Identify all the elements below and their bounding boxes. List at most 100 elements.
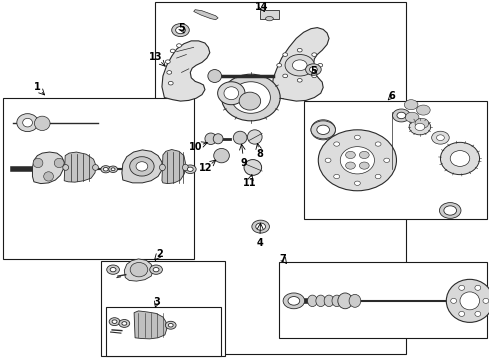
Ellipse shape: [233, 131, 247, 144]
Ellipse shape: [33, 158, 43, 168]
Ellipse shape: [168, 81, 173, 85]
Ellipse shape: [332, 295, 342, 307]
Text: 7: 7: [280, 254, 287, 264]
Ellipse shape: [338, 293, 352, 309]
Ellipse shape: [150, 265, 162, 274]
Ellipse shape: [277, 63, 282, 67]
Ellipse shape: [231, 82, 270, 113]
Bar: [3, 98, 194, 259]
Ellipse shape: [318, 63, 323, 67]
Ellipse shape: [416, 105, 430, 115]
Ellipse shape: [459, 311, 465, 316]
Ellipse shape: [266, 17, 273, 21]
Ellipse shape: [312, 53, 317, 57]
Polygon shape: [124, 259, 153, 281]
Ellipse shape: [446, 279, 490, 322]
Ellipse shape: [244, 159, 262, 175]
Ellipse shape: [208, 69, 221, 82]
Ellipse shape: [17, 114, 38, 132]
Ellipse shape: [475, 285, 481, 290]
Ellipse shape: [54, 158, 64, 168]
Polygon shape: [162, 149, 185, 184]
Ellipse shape: [334, 142, 340, 146]
Ellipse shape: [172, 24, 189, 37]
Ellipse shape: [354, 135, 360, 139]
Ellipse shape: [23, 118, 32, 127]
Text: 6: 6: [388, 91, 395, 102]
Ellipse shape: [316, 295, 326, 307]
Ellipse shape: [130, 262, 148, 277]
Ellipse shape: [308, 295, 318, 307]
Ellipse shape: [224, 87, 239, 100]
Text: 4: 4: [256, 238, 263, 248]
Ellipse shape: [404, 100, 418, 110]
Ellipse shape: [283, 293, 305, 309]
Ellipse shape: [317, 125, 330, 135]
Bar: [106, 307, 220, 356]
Polygon shape: [272, 28, 329, 101]
Ellipse shape: [214, 148, 229, 163]
Ellipse shape: [460, 292, 480, 310]
Ellipse shape: [432, 131, 449, 144]
Ellipse shape: [63, 165, 69, 170]
Ellipse shape: [384, 158, 390, 162]
Ellipse shape: [349, 294, 361, 307]
Polygon shape: [64, 152, 96, 182]
Ellipse shape: [306, 64, 321, 75]
Bar: [101, 261, 225, 356]
Text: 11: 11: [243, 177, 257, 188]
Ellipse shape: [325, 158, 331, 162]
Ellipse shape: [187, 167, 193, 171]
Ellipse shape: [375, 142, 381, 146]
Bar: [279, 262, 487, 338]
Ellipse shape: [247, 130, 262, 144]
Ellipse shape: [475, 311, 481, 316]
Ellipse shape: [340, 147, 374, 174]
Text: 12: 12: [199, 163, 213, 173]
Ellipse shape: [213, 134, 223, 144]
Ellipse shape: [252, 220, 270, 233]
Ellipse shape: [483, 298, 489, 303]
Ellipse shape: [218, 82, 245, 105]
Ellipse shape: [392, 109, 410, 122]
Ellipse shape: [175, 27, 185, 34]
Ellipse shape: [283, 53, 288, 57]
Ellipse shape: [324, 295, 334, 307]
Ellipse shape: [168, 323, 173, 327]
Ellipse shape: [312, 74, 317, 78]
Text: 8: 8: [256, 149, 263, 159]
Ellipse shape: [205, 133, 217, 144]
Ellipse shape: [93, 165, 98, 170]
Ellipse shape: [345, 162, 355, 169]
Polygon shape: [194, 10, 218, 20]
Text: 13: 13: [149, 52, 163, 62]
Ellipse shape: [44, 172, 53, 181]
Ellipse shape: [444, 206, 457, 215]
Ellipse shape: [130, 157, 154, 176]
Ellipse shape: [159, 164, 165, 171]
Ellipse shape: [334, 174, 340, 179]
Ellipse shape: [310, 67, 318, 72]
Polygon shape: [134, 311, 167, 339]
Ellipse shape: [184, 165, 196, 174]
Ellipse shape: [136, 162, 148, 171]
Bar: [155, 3, 406, 354]
Ellipse shape: [256, 223, 266, 230]
Ellipse shape: [359, 162, 369, 169]
Ellipse shape: [182, 164, 188, 171]
Ellipse shape: [345, 151, 355, 158]
Text: 1: 1: [34, 82, 41, 93]
Ellipse shape: [415, 118, 429, 129]
Ellipse shape: [109, 318, 120, 325]
Ellipse shape: [359, 151, 369, 158]
Ellipse shape: [176, 44, 181, 47]
Ellipse shape: [34, 116, 50, 131]
Ellipse shape: [112, 320, 117, 323]
Text: 10: 10: [190, 141, 203, 152]
Ellipse shape: [405, 112, 419, 122]
Ellipse shape: [311, 120, 335, 140]
Ellipse shape: [409, 119, 431, 135]
Ellipse shape: [293, 60, 307, 71]
Ellipse shape: [221, 74, 280, 121]
Ellipse shape: [440, 203, 461, 219]
